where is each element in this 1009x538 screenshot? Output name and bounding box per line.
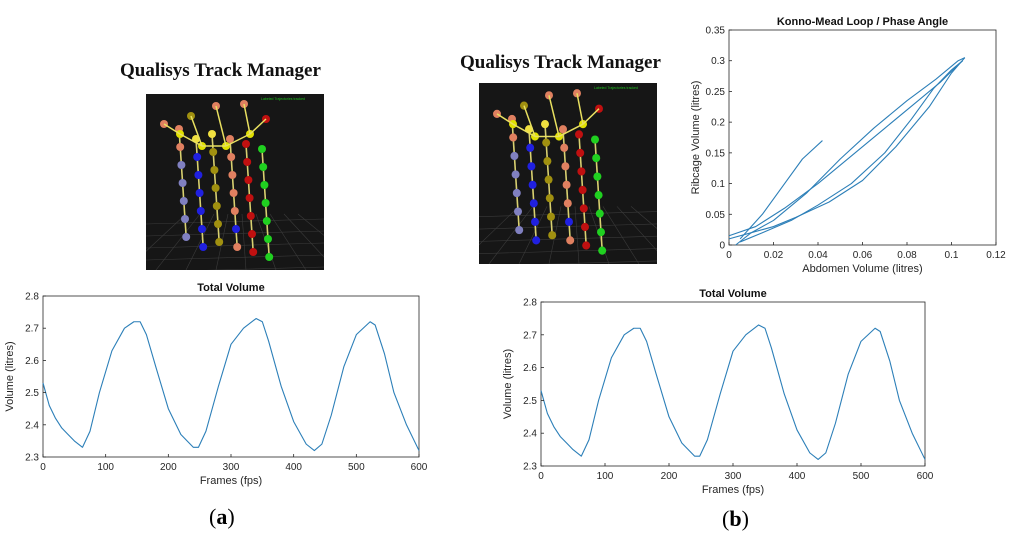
app-title-a: Qualisys Track Manager bbox=[120, 60, 321, 81]
panel-label-letter-a: a bbox=[216, 504, 228, 529]
y-tick-label: 2.7 bbox=[25, 324, 39, 335]
y-tick-label: 0.05 bbox=[706, 210, 726, 221]
x-tick-label: 100 bbox=[97, 462, 114, 473]
x-tick-label: 300 bbox=[725, 471, 742, 482]
x-tick-label: 300 bbox=[223, 462, 240, 473]
y-tick-label: 2.3 bbox=[523, 462, 537, 473]
mocap-scene bbox=[146, 100, 324, 270]
series-line-1 bbox=[735, 57, 966, 246]
series-line-0 bbox=[540, 324, 926, 460]
y-tick-label: 2.6 bbox=[523, 363, 537, 374]
x-axis-label: Frames (fps) bbox=[702, 484, 764, 496]
y-tick-label: 2.4 bbox=[25, 420, 39, 431]
y-axis-label: Volume (litres) bbox=[502, 349, 514, 419]
y-tick-label: 0 bbox=[719, 241, 725, 252]
x-axis-label: Abdomen Volume (litres) bbox=[802, 263, 922, 275]
mocap-viewport-b: Labeled Trajectories tracked bbox=[479, 83, 657, 264]
y-tick-label: 2.5 bbox=[523, 396, 537, 407]
konno-mead-chart: 0 0.02 0.04 0.06 0.08 0.1 0.12 0 0.05 0.1 0.15 0.2 0… bbox=[686, 8, 1006, 280]
y-tick-label: 0.15 bbox=[706, 148, 726, 159]
series-line-3 bbox=[739, 60, 963, 243]
y-tick-label: 0.2 bbox=[711, 118, 725, 129]
panel-label-close-a: ) bbox=[227, 504, 235, 529]
x-tick-label: 400 bbox=[789, 471, 806, 482]
chart-title: Total Volume bbox=[699, 288, 766, 300]
y-tick-label: 2.7 bbox=[523, 330, 537, 341]
plot-area bbox=[540, 301, 926, 467]
series-line-2 bbox=[728, 60, 964, 237]
y-tick-label: 0.3 bbox=[711, 56, 725, 67]
mocap-skeleton-b: Labeled Trajectories tracked bbox=[479, 86, 657, 264]
x-tick-label: 0 bbox=[40, 462, 46, 473]
panel-label-a: (a) bbox=[209, 504, 235, 530]
mocap-scene bbox=[479, 89, 657, 264]
series-line-0 bbox=[728, 57, 966, 240]
y-tick-label: 2.4 bbox=[523, 429, 537, 440]
x-tick-label: 100 bbox=[597, 471, 614, 482]
panel-label-b: (b) bbox=[722, 506, 749, 532]
x-axis-label: Frames (fps) bbox=[200, 475, 262, 487]
x-tick-label: 500 bbox=[853, 471, 870, 482]
x-tick-label: 0.08 bbox=[897, 250, 917, 261]
x-tick-label: 0 bbox=[538, 471, 544, 482]
x-tick-label: 0.06 bbox=[853, 250, 873, 261]
y-axis-label: Volume (litres) bbox=[4, 341, 16, 411]
mocap-skeleton-a: Labeled Trajectories tracked bbox=[146, 97, 324, 270]
series-line-0 bbox=[42, 317, 420, 452]
y-tick-label: 2.6 bbox=[25, 356, 39, 367]
y-tick-label: 2.8 bbox=[523, 298, 537, 309]
x-tick-label: 0.12 bbox=[986, 250, 1006, 261]
x-tick-label: 600 bbox=[411, 462, 428, 473]
mocap-viewport-a: Labeled Trajectories tracked bbox=[146, 94, 324, 270]
x-tick-label: 0.1 bbox=[945, 250, 959, 261]
viewport-caption-b: Labeled Trajectories tracked bbox=[594, 86, 638, 90]
y-axis-label: Ribcage Volume (litres) bbox=[690, 81, 702, 195]
x-tick-label: 0.02 bbox=[764, 250, 784, 261]
viewport-caption-a: Labeled Trajectories tracked bbox=[261, 97, 305, 101]
y-tick-label: 2.8 bbox=[25, 292, 39, 303]
y-tick-label: 2.3 bbox=[25, 453, 39, 464]
panel-label-letter-b: b bbox=[729, 506, 742, 531]
app-title-b: Qualisys Track Manager bbox=[460, 52, 661, 73]
series-line-4 bbox=[739, 140, 823, 240]
x-tick-label: 0 bbox=[726, 250, 732, 261]
x-tick-label: 400 bbox=[285, 462, 302, 473]
panel-label-open-b: ( bbox=[722, 506, 730, 531]
x-tick-label: 500 bbox=[348, 462, 365, 473]
chart-title: Total Volume bbox=[197, 282, 264, 294]
y-tick-label: 0.35 bbox=[706, 26, 726, 37]
y-tick-label: 2.5 bbox=[25, 388, 39, 399]
panel-label-close-b: ) bbox=[741, 506, 749, 531]
y-tick-label: 0.1 bbox=[711, 179, 725, 190]
x-tick-label: 600 bbox=[917, 471, 934, 482]
x-tick-label: 0.04 bbox=[808, 250, 828, 261]
y-tick-label: 0.25 bbox=[706, 87, 726, 98]
chart-title: Konno-Mead Loop / Phase Angle bbox=[777, 16, 948, 28]
x-tick-label: 200 bbox=[160, 462, 177, 473]
x-tick-label: 200 bbox=[661, 471, 678, 482]
total-volume-chart-a: 0 100 200 300 400 500 600 2.3 2.4 2.5 2.6 2.7 2.8 Tot… bbox=[0, 276, 430, 498]
panel-label-open-a: ( bbox=[209, 504, 217, 529]
total-volume-chart-b: 0 100 200 300 400 500 600 2.3 2.4 2.5 2.6 2.7 2.8 Tot… bbox=[500, 284, 940, 500]
plot-area bbox=[42, 295, 420, 458]
